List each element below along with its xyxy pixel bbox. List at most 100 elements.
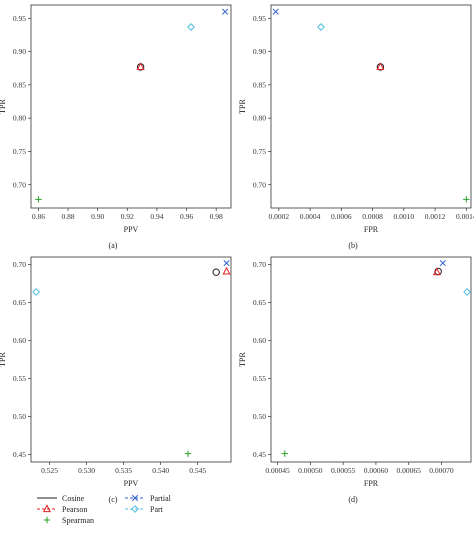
plot-frame — [30, 256, 232, 463]
panel-label: (b) — [348, 241, 358, 250]
x-tick-label: 0.00045 — [265, 466, 290, 475]
y-tick-label: 0.60 — [13, 336, 26, 345]
y-tick-label: 0.75 — [253, 147, 266, 156]
point-spearman — [463, 196, 470, 203]
y-tick-label: 0.85 — [13, 80, 26, 89]
x-tick-label: 0.00070 — [429, 466, 454, 475]
legend-spearman: Spearman — [43, 516, 94, 525]
x-tick-label: 0.98 — [210, 212, 223, 221]
x-tick-label: 0.525 — [41, 466, 58, 475]
legend-label: Spearman — [62, 516, 94, 525]
y-tick-label: 0.80 — [253, 114, 266, 123]
y-tick-label: 0.50 — [253, 412, 266, 421]
point-partial — [222, 8, 229, 15]
y-tick-label: 0.45 — [253, 450, 266, 459]
y-tick-label: 0.65 — [253, 298, 266, 307]
y-tick-label: 0.70 — [253, 180, 266, 189]
y-tick-label: 0.70 — [13, 260, 26, 269]
y-tick-label: 0.55 — [13, 374, 26, 383]
point-spearman — [35, 196, 42, 203]
point-partial — [439, 260, 446, 267]
x-tick-label: 0.0014 — [456, 212, 474, 221]
panel-label: (d) — [348, 495, 358, 504]
x-tick-label: 0.94 — [150, 212, 163, 221]
legend-cosine: Cosine — [37, 494, 85, 503]
figure-caption-fragment — [0, 539, 474, 551]
x-tick-label: 0.0004 — [300, 212, 321, 221]
point-pearson — [432, 267, 441, 276]
y-tick-label: 0.75 — [13, 147, 26, 156]
legend-label: Pearson — [62, 505, 87, 514]
x-tick-label: 0.92 — [121, 212, 134, 221]
legend-pearson: Pearson — [37, 504, 87, 514]
legend-marker — [43, 516, 51, 524]
panel-a: 0.86 0.88 0.90 0.92 0.94 0.96 0.98 0.70 0.75 0.80… — [0, 4, 232, 250]
x-axis-label: FPR — [364, 479, 379, 488]
plot-frame — [30, 4, 232, 209]
legend-marker — [42, 504, 52, 513]
panel-label: (a) — [109, 241, 118, 250]
x-axis-label: PPV — [124, 479, 139, 488]
x-tick-label: 0.0002 — [269, 212, 290, 221]
x-tick-label: 0.0006 — [331, 212, 352, 221]
x-tick-label: 0.00065 — [397, 466, 422, 475]
y-tick-label: 0.85 — [253, 80, 266, 89]
x-tick-label: 0.96 — [180, 212, 193, 221]
legend-label: Partial — [150, 494, 172, 503]
x-tick-label: 0.86 — [32, 212, 45, 221]
y-tick-label: 0.95 — [253, 14, 266, 23]
y-tick-label: 0.50 — [13, 412, 26, 421]
x-axis-label: FPR — [364, 225, 379, 234]
point-pearson — [136, 62, 145, 70]
point-spearman — [184, 450, 192, 457]
x-tick-label: 0.90 — [91, 212, 104, 221]
point-spearman — [281, 450, 288, 457]
panel-label: (c) — [109, 495, 118, 504]
legend-marker — [131, 494, 139, 502]
y-axis-label: TPR — [0, 352, 7, 367]
plot-frame — [270, 4, 472, 209]
point-part — [187, 23, 195, 31]
point-cosine — [212, 268, 220, 276]
y-tick-label: 0.70 — [13, 180, 26, 189]
y-tick-label: 0.55 — [253, 374, 266, 383]
point-pearson — [376, 62, 385, 70]
x-tick-label: 0.530 — [78, 466, 95, 475]
legend: Cosine Partial Pearson Part Spearman — [37, 494, 172, 525]
plot-frame — [270, 256, 472, 463]
x-tick-label: 0.0012 — [425, 212, 446, 221]
y-tick-label: 0.90 — [253, 47, 266, 56]
legend-part: Part — [125, 505, 164, 514]
legend-partial: Partial — [125, 494, 172, 503]
x-axis-label: PPV — [124, 225, 139, 234]
panel-b: 0.0002 0.0004 0.0006 0.0008 0.0010 0.0012 0.00… — [238, 4, 474, 250]
y-tick-label: 0.60 — [253, 336, 266, 345]
legend-marker — [131, 505, 139, 513]
panel-c: 0.525 0.530 0.535 0.540 0.545 0.45 0.50 0.55 0.6… — [0, 256, 232, 504]
point-part — [32, 288, 41, 296]
legend-label: Part — [150, 505, 164, 514]
y-axis-label: TPR — [238, 99, 247, 114]
x-tick-label: 0.00050 — [298, 466, 323, 475]
x-tick-label: 0.540 — [152, 466, 169, 475]
point-pearson — [222, 266, 231, 275]
x-tick-label: 0.00055 — [331, 466, 356, 475]
x-tick-label: 0.88 — [61, 212, 74, 221]
panel-d: 0.00045 0.00050 0.00055 0.00060 0.00065 0.000… — [238, 256, 472, 504]
x-tick-label: 0.535 — [115, 466, 132, 475]
y-axis-label: TPR — [238, 352, 247, 367]
y-tick-label: 0.80 — [13, 114, 26, 123]
y-tick-label: 0.45 — [13, 450, 26, 459]
y-tick-label: 0.70 — [253, 260, 266, 269]
x-tick-label: 0.00060 — [364, 466, 389, 475]
point-part — [317, 23, 325, 31]
y-tick-label: 0.65 — [13, 298, 26, 307]
point-part — [463, 288, 471, 296]
point-partial — [223, 260, 230, 267]
legend-label: Cosine — [62, 494, 85, 503]
y-tick-label: 0.95 — [13, 14, 26, 23]
y-axis-label: TPR — [0, 99, 7, 114]
point-partial — [272, 8, 279, 15]
x-tick-label: 0.545 — [189, 466, 206, 475]
